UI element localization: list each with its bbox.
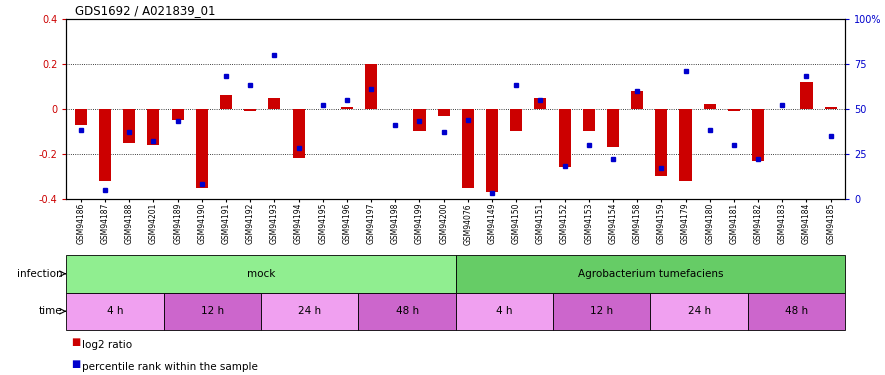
Bar [261,292,358,330]
Text: GDS1692 / A021839_01: GDS1692 / A021839_01 [75,4,216,17]
Bar [631,91,643,109]
Text: 4 h: 4 h [496,306,512,316]
Bar [553,292,650,330]
Bar [148,109,159,145]
Bar [196,109,208,188]
Text: Agrobacterium tumefaciens: Agrobacterium tumefaciens [578,269,723,279]
Bar [486,109,498,192]
Bar [341,106,353,109]
Bar [825,106,836,109]
Bar [75,109,87,124]
Bar [704,104,716,109]
Text: 48 h: 48 h [396,306,419,316]
Text: 24 h: 24 h [298,306,321,316]
Bar [655,109,667,176]
Bar [510,109,522,131]
Bar [123,109,135,142]
Bar [358,292,456,330]
Bar [456,255,845,292]
Bar [456,292,553,330]
Text: 24 h: 24 h [688,306,711,316]
Bar [164,292,261,330]
Bar [680,109,691,181]
Bar [607,109,619,147]
Bar [582,109,595,131]
Text: percentile rank within the sample: percentile rank within the sample [82,363,258,372]
Bar [413,109,426,131]
Bar [366,64,377,109]
Bar [66,292,164,330]
Text: time: time [39,306,63,316]
Text: mock: mock [247,269,275,279]
Bar [66,255,456,292]
Bar [650,292,748,330]
Text: log2 ratio: log2 ratio [82,340,133,350]
Text: ■: ■ [71,360,80,369]
Bar [462,109,473,188]
Bar [800,82,812,109]
Bar [268,98,281,109]
Bar [438,109,450,115]
Bar [220,95,232,109]
Text: ■: ■ [71,337,80,347]
Bar [535,98,546,109]
Bar [99,109,112,181]
Text: 12 h: 12 h [590,306,613,316]
Bar [727,109,740,111]
Bar [558,109,571,167]
Text: infection: infection [17,269,63,279]
Bar [172,109,184,120]
Bar [244,109,257,111]
Bar [748,292,845,330]
Bar [752,109,764,160]
Bar [293,109,304,158]
Text: 12 h: 12 h [201,306,224,316]
Text: 4 h: 4 h [107,306,123,316]
Text: 48 h: 48 h [785,306,808,316]
